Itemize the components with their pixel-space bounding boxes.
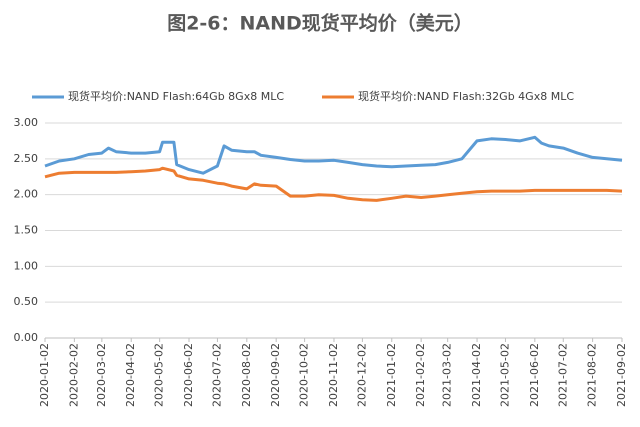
x-tick-label: 2021-09-02 (615, 343, 628, 407)
x-tick-label: 2020-03-02 (95, 343, 108, 407)
chart-title: 图2-6：NAND现货平均价（美元） (167, 12, 473, 35)
x-tick-label: 2020-10-02 (298, 343, 311, 407)
x-tick-label: 2020-04-02 (124, 343, 137, 407)
series-line (44, 166, 623, 202)
x-tick-label: 2020-01-02 (38, 343, 51, 407)
x-tick-label: 2021-06-02 (528, 343, 541, 407)
y-tick-label: 2.00 (14, 188, 39, 201)
x-tick-label: 2020-06-02 (182, 343, 195, 407)
y-tick-label: 2.50 (14, 152, 39, 165)
x-tick-label: 2021-01-02 (385, 343, 398, 407)
y-tick-label: 0.50 (14, 295, 39, 308)
x-tick-label: 2021-03-02 (441, 343, 454, 407)
y-tick-label: 1.00 (14, 259, 39, 272)
x-tick-label: 2020-09-02 (269, 343, 282, 407)
x-tick-label: 2021-02-02 (414, 343, 427, 407)
x-tick-label: 2021-08-02 (586, 343, 599, 407)
x-tick-label: 2021-05-02 (498, 343, 511, 407)
legend-label: 现货平均价:NAND Flash:32Gb 4Gx8 MLC (358, 89, 574, 103)
y-tick-label: 3.00 (14, 116, 39, 129)
x-tick-label: 2020-11-02 (327, 343, 340, 407)
x-tick-label: 2020-07-02 (210, 343, 223, 407)
x-tick-label: 2020-02-02 (67, 343, 80, 407)
x-tick-label: 2021-07-02 (556, 343, 569, 407)
y-tick-label: 0.00 (14, 331, 39, 344)
x-tick-label: 2020-05-02 (153, 343, 166, 407)
legend-label: 现货平均价:NAND Flash:64Gb 8Gx8 MLC (68, 89, 284, 103)
series-line (44, 135, 623, 175)
x-tick-label: 2021-04-02 (470, 343, 483, 407)
x-tick-label: 2020-08-02 (240, 343, 253, 407)
y-tick-label: 1.50 (14, 224, 39, 237)
x-tick-label: 2020-12-02 (355, 343, 368, 407)
